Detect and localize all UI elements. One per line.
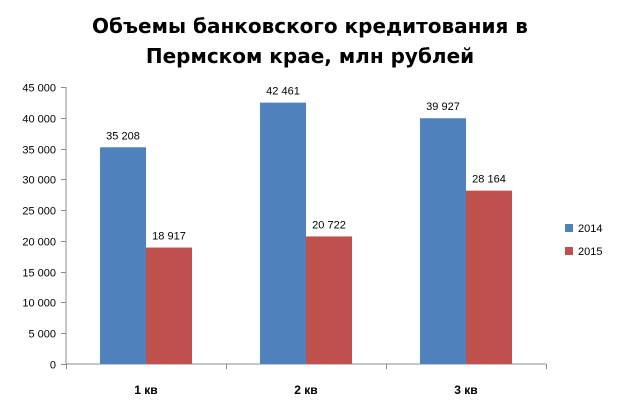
bar-2014-3 xyxy=(420,118,466,364)
bar-2014-1 xyxy=(100,147,146,364)
chart-title-line-1: Объемы банковского кредитования в xyxy=(92,14,528,38)
bar-2015-3 xyxy=(466,190,512,364)
legend-swatch-2015 xyxy=(565,247,573,255)
y-tick-label: 35 000 xyxy=(22,145,56,157)
data-label: 42 461 xyxy=(266,86,300,98)
legend-label: 2014 xyxy=(578,223,602,235)
x-category-label: 3 кв xyxy=(454,383,477,397)
legend-swatch-2014 xyxy=(565,224,573,232)
data-label: 20 722 xyxy=(312,219,346,231)
y-tick-label: 5 000 xyxy=(28,329,56,341)
legend-label: 2015 xyxy=(578,246,602,258)
data-label: 35 208 xyxy=(106,130,140,142)
data-label: 18 917 xyxy=(152,231,186,243)
chart-title-line-2: Пермском крае, млн рублей xyxy=(145,44,475,68)
y-tick-label: 10 000 xyxy=(22,298,56,310)
bar-2015-2 xyxy=(306,236,352,364)
x-category-label: 1 кв xyxy=(134,383,157,397)
bar-2015-1 xyxy=(146,247,192,364)
bar-2014-2 xyxy=(260,102,306,364)
y-tick-label: 30 000 xyxy=(22,175,56,187)
data-label: 39 927 xyxy=(426,101,460,113)
x-category-label: 2 кв xyxy=(294,383,317,397)
y-tick-label: 40 000 xyxy=(22,114,56,126)
y-tick-label: 15 000 xyxy=(22,268,56,280)
y-tick-label: 20 000 xyxy=(22,237,56,249)
data-label: 28 164 xyxy=(472,174,506,186)
y-tick-label: 25 000 xyxy=(22,206,56,218)
y-tick-label: 0 xyxy=(50,360,56,372)
y-tick-label: 45 000 xyxy=(22,83,56,95)
